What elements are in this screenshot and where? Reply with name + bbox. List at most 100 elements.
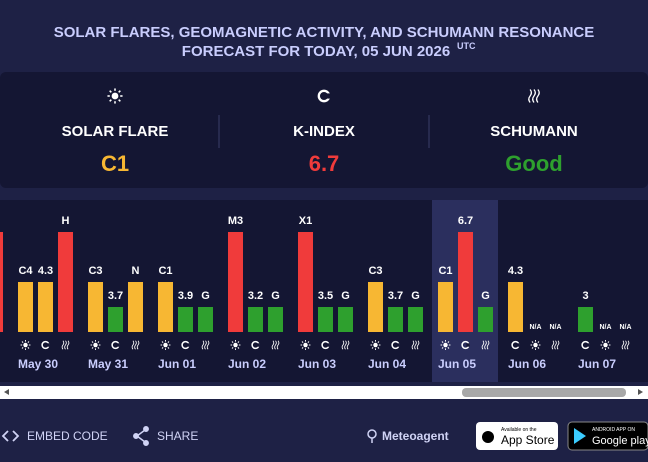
flare-icon — [90, 340, 101, 350]
bar — [478, 307, 493, 332]
kp-icon — [251, 340, 260, 350]
scroll-thumb[interactable] — [462, 388, 626, 397]
bar-label: 3.7 — [108, 290, 123, 302]
gap — [116, 343, 120, 347]
ray — [21, 347, 24, 349]
bar — [368, 282, 383, 332]
kp-icon — [461, 340, 470, 350]
wave — [484, 340, 487, 350]
bar-label: C1 — [158, 265, 172, 277]
bar-label: G — [341, 290, 350, 302]
ray — [161, 347, 164, 349]
google-small: ANDROID APP ON — [592, 427, 635, 433]
ray — [301, 347, 304, 349]
bar — [408, 307, 423, 332]
day-label: Jun 06 — [508, 357, 546, 371]
day-label: May 30 — [18, 357, 58, 371]
bar-label: X1 — [299, 215, 312, 227]
ray — [607, 347, 610, 349]
wave — [66, 340, 70, 350]
day-label: Jun 07 — [578, 357, 616, 371]
day-label: Jun 04 — [368, 357, 406, 371]
wave — [626, 340, 630, 350]
bar-label: 4.3 — [508, 265, 523, 277]
wave — [624, 340, 627, 350]
ray — [161, 341, 164, 343]
summary-value: 6.7 — [309, 151, 340, 176]
bar-label: 4.3 — [38, 265, 53, 277]
ray — [118, 99, 121, 102]
summary-value: C1 — [101, 151, 129, 176]
bar — [158, 282, 173, 332]
ray — [237, 347, 240, 349]
sch-icon — [201, 340, 210, 350]
brand[interactable]: Meteoagent — [382, 429, 449, 443]
embed-code[interactable]: EMBED CODE — [27, 429, 108, 443]
sch-icon — [131, 340, 140, 350]
wave — [341, 340, 345, 350]
wave — [136, 340, 140, 350]
title: SOLAR FLARES, GEOMAGNETIC ACTIVITY, AND … — [54, 24, 595, 41]
bar-label: C4 — [18, 265, 33, 277]
ray — [21, 341, 24, 343]
ray — [377, 341, 380, 343]
google-play: Google play — [592, 435, 648, 447]
flare-icon — [107, 88, 123, 104]
embed-icon — [1, 430, 20, 442]
bar-label: H — [62, 215, 70, 227]
summary-label: SOLAR FLARE — [62, 123, 169, 140]
day-label: Jun 03 — [298, 357, 336, 371]
ray — [91, 341, 94, 343]
flare-icon — [370, 340, 381, 350]
wave — [556, 340, 560, 350]
day-label: Jun 02 — [228, 357, 266, 371]
kp-icon — [511, 340, 520, 350]
wave — [346, 340, 350, 350]
sun — [163, 342, 168, 348]
sch-icon — [271, 340, 280, 350]
ray — [167, 341, 170, 343]
play-logo — [574, 428, 586, 444]
wave — [554, 340, 557, 350]
sch-icon — [528, 89, 540, 103]
summary-panel — [0, 72, 648, 188]
kp-icon — [181, 340, 190, 350]
day-label: Jun 05 — [438, 357, 476, 371]
sun — [603, 342, 608, 348]
app-store-button[interactable] — [476, 422, 558, 450]
ray — [118, 90, 121, 93]
ray — [377, 347, 380, 349]
google-play-button[interactable] — [567, 421, 648, 451]
bar-label: N/A — [599, 324, 611, 331]
wave — [411, 340, 415, 350]
ray — [537, 347, 540, 349]
app-store: App Store — [501, 433, 555, 447]
gap — [466, 343, 470, 347]
flare-icon — [20, 340, 31, 350]
bar — [388, 307, 403, 332]
gap — [325, 93, 331, 99]
bar — [38, 282, 53, 332]
bar — [198, 307, 213, 332]
sun — [233, 342, 238, 348]
sun — [303, 342, 308, 348]
bar — [298, 232, 313, 332]
wave — [535, 89, 540, 103]
wave — [61, 340, 65, 350]
wave — [532, 89, 536, 103]
bar — [458, 232, 473, 332]
bar — [128, 282, 143, 332]
sch-icon — [341, 340, 350, 350]
bar-label: G — [481, 290, 490, 302]
wave — [64, 340, 67, 350]
share[interactable]: SHARE — [157, 429, 198, 443]
day-label: Jun 01 — [158, 357, 196, 371]
bar — [58, 232, 73, 332]
bar — [438, 282, 453, 332]
bar-label: G — [411, 290, 420, 302]
flare-icon — [300, 340, 311, 350]
bar-label: C1 — [438, 265, 452, 277]
sch-icon — [411, 340, 420, 350]
ray — [97, 347, 100, 349]
